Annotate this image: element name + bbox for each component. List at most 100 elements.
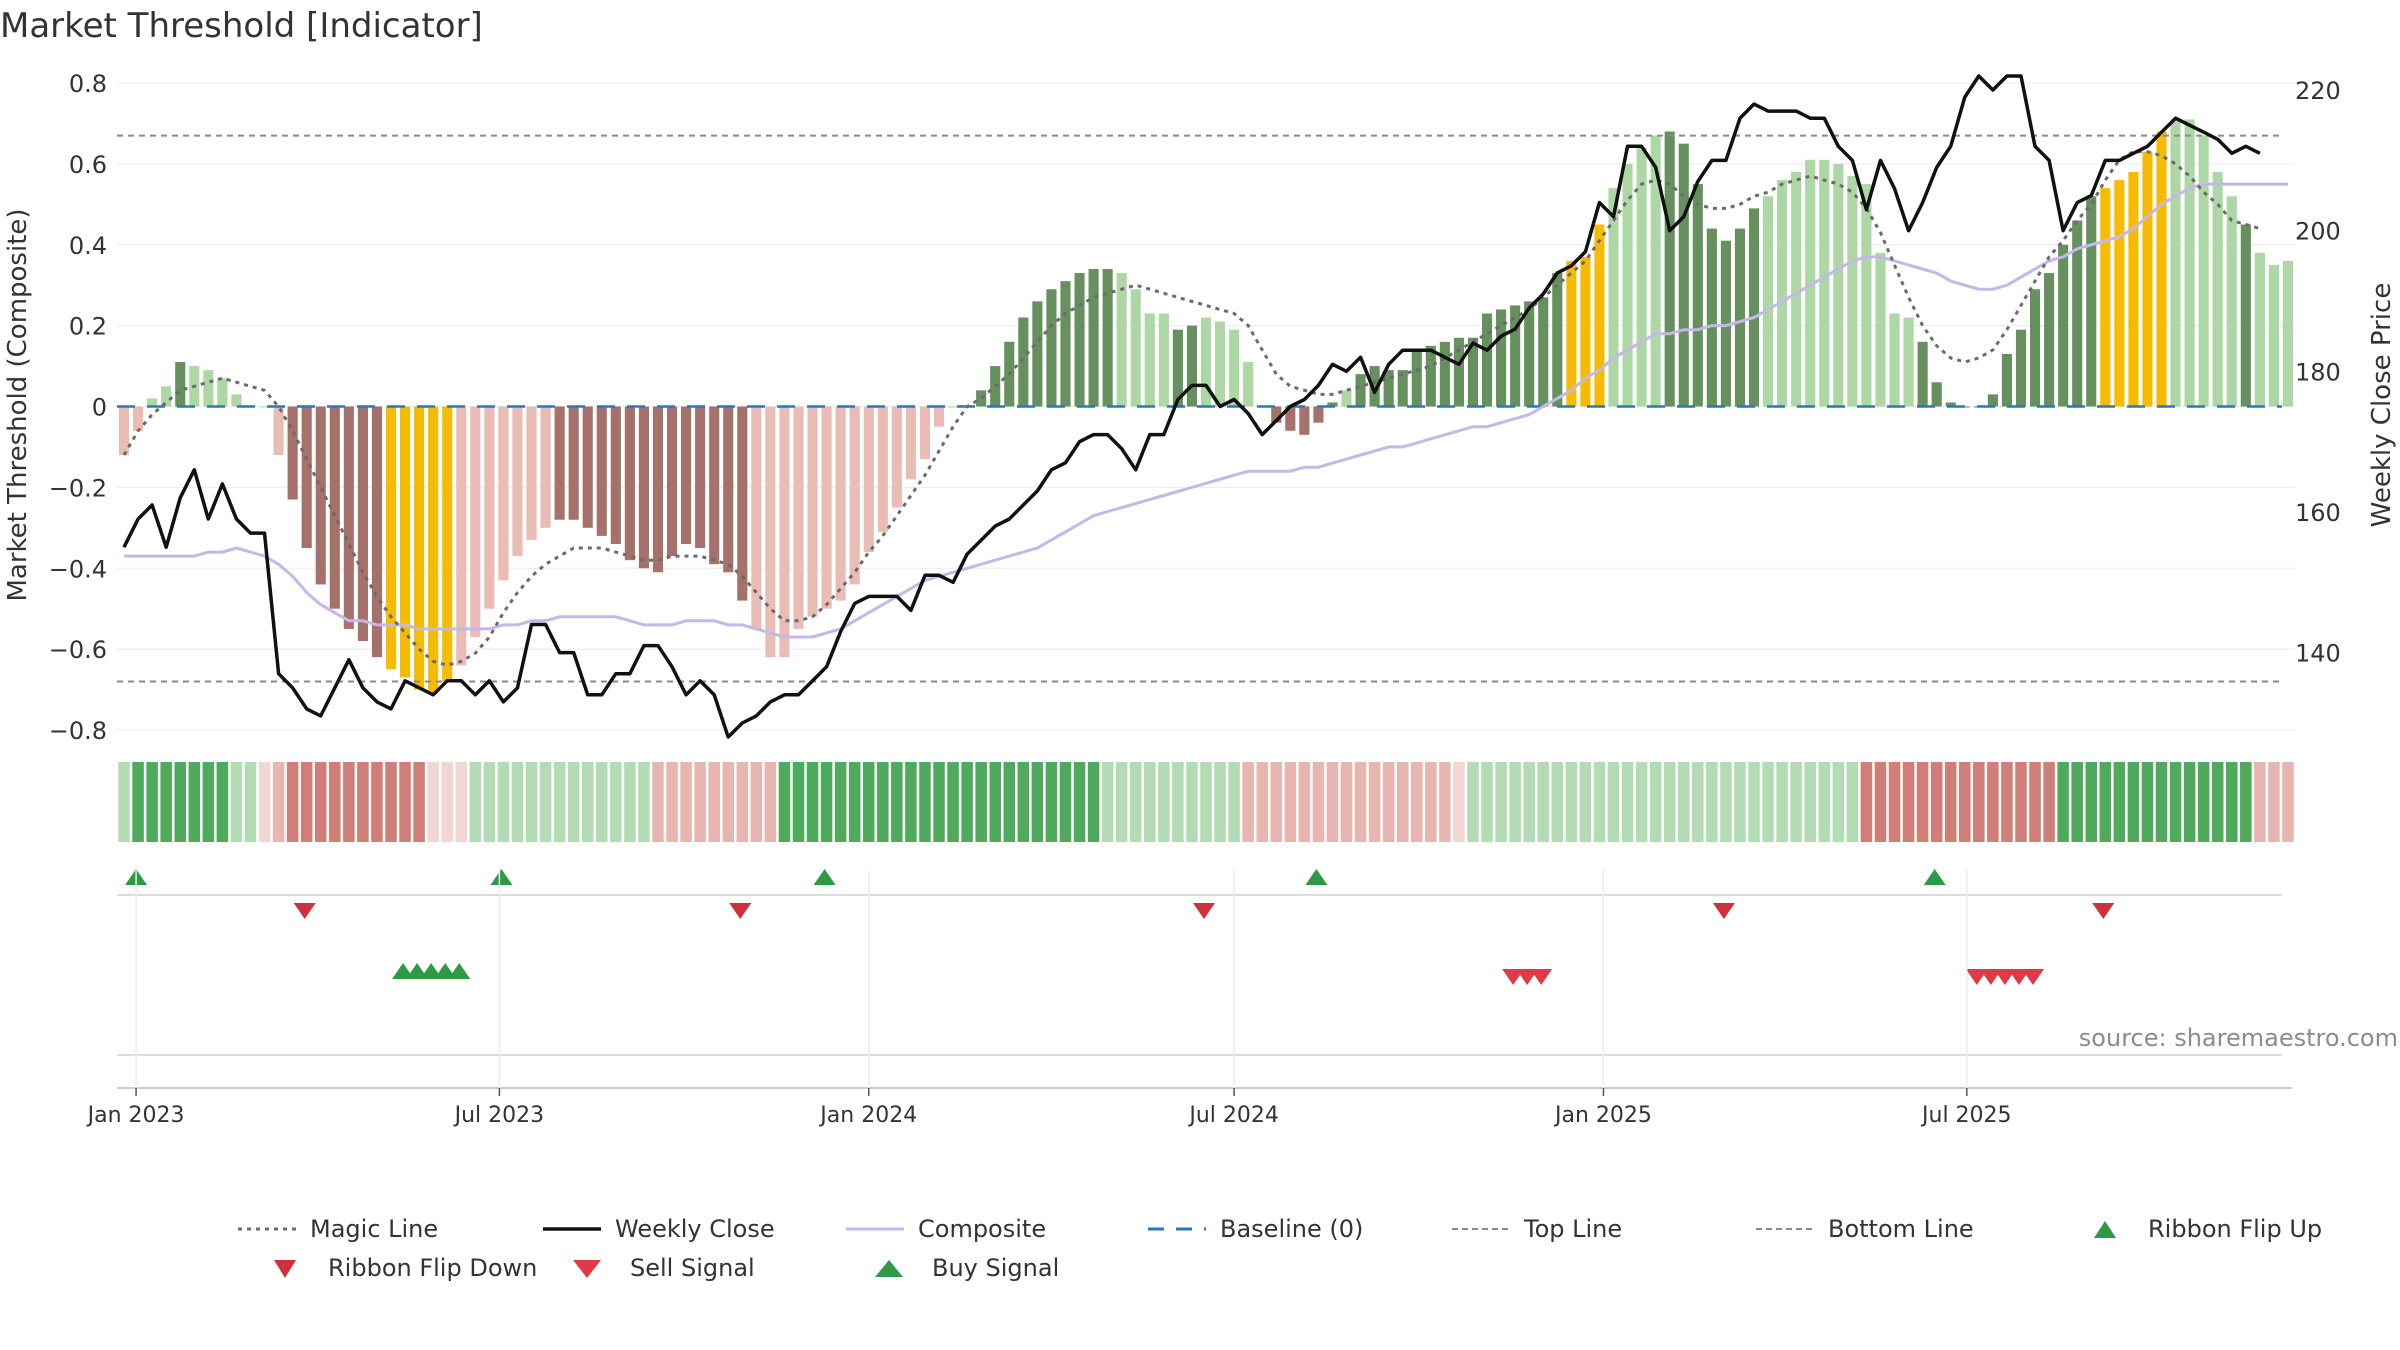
- source-note: source: sharemaestro.com: [2079, 1024, 2398, 1052]
- composite-bar: [1088, 269, 1099, 407]
- buy-signal-marker: [448, 963, 471, 979]
- composite-bar: [512, 406, 523, 557]
- composite-bar: [1510, 305, 1521, 407]
- composite-bar: [273, 406, 284, 456]
- ribbon-cell: [2071, 762, 2083, 842]
- legend-item: Composite: [846, 1215, 1046, 1243]
- ribbon-cell: [1790, 762, 1802, 842]
- composite-line: [124, 182, 2288, 639]
- composite-bar: [1889, 313, 1900, 407]
- composite-bar: [217, 378, 228, 407]
- composite-bar: [849, 406, 860, 585]
- composite-bar: [1200, 317, 1212, 407]
- composite-bar: [723, 406, 734, 573]
- composite-bar: [1819, 159, 1830, 407]
- ribbon-cell: [2085, 762, 2098, 842]
- composite-bar: [1791, 171, 1802, 407]
- ribbon-cell: [2169, 762, 2182, 842]
- composite-bar: [835, 406, 846, 601]
- ribbon-cell: [1003, 762, 1016, 842]
- composite-bar: [624, 406, 635, 561]
- composite-bar: [1552, 273, 1563, 407]
- composite-bar: [1369, 366, 1380, 407]
- legend-item: Magic Line: [238, 1215, 438, 1243]
- ribbon-cell: [399, 762, 411, 842]
- composite-bar: [554, 406, 565, 520]
- ribbon-cell: [539, 762, 552, 842]
- ribbon-cell: [1832, 762, 1845, 842]
- ribbon-cell: [300, 762, 313, 842]
- ribbon-cell: [1172, 762, 1184, 842]
- ribbon-cell: [2001, 762, 2013, 842]
- composite-bar: [751, 406, 762, 629]
- composite-bar: [540, 406, 551, 528]
- buy-signal-marker: [406, 963, 429, 979]
- y2-tick-label: 140: [2295, 640, 2341, 668]
- ribbon-cell: [2240, 762, 2252, 842]
- y-axis-ticks: 0.8 0.6 0.4 0.2 0 −0.2 −0.4 −0.6 −0.8: [49, 70, 107, 745]
- composite-bar: [1032, 301, 1043, 407]
- x-tick-label: Jan 2023: [86, 1103, 185, 1128]
- ribbon-cell: [1663, 762, 1676, 842]
- composite-bar: [1763, 196, 1774, 407]
- sell-signal-marker: [2007, 969, 2030, 985]
- composite-bar: [1467, 337, 1479, 407]
- legend-swatch: [2094, 1221, 2116, 1238]
- composite-bar: [1538, 297, 1549, 407]
- composite-bar: [259, 406, 270, 408]
- ribbon-cell: [1200, 762, 1212, 842]
- ribbon-cell: [1087, 762, 1100, 842]
- composite-bar: [582, 406, 593, 528]
- composite-bar: [1172, 329, 1183, 407]
- composite-bar: [2226, 196, 2237, 407]
- y-tick-label: −0.6: [49, 636, 107, 664]
- ribbon-cell: [581, 762, 594, 842]
- composite-bar: [1186, 325, 1198, 407]
- composite-bar: [863, 406, 874, 553]
- ribbon-cell: [989, 762, 1001, 842]
- sell-signal-marker: [1516, 969, 1539, 985]
- ribbon-cell: [174, 762, 186, 842]
- ribbon-cell: [1186, 762, 1198, 842]
- x-tick-label: Jul 2025: [1920, 1103, 2012, 1128]
- legend-label: Ribbon Flip Up: [2148, 1215, 2322, 1243]
- composite-bar: [1144, 313, 1155, 407]
- ribbon-cell: [863, 762, 875, 842]
- composite-bar: [1650, 135, 1661, 407]
- composite-bar: [821, 406, 832, 609]
- legend-label: Buy Signal: [932, 1254, 1059, 1282]
- ribbon-cell: [2141, 762, 2154, 842]
- legend-swatch: [274, 1260, 296, 1278]
- ribbon-cell: [286, 762, 299, 842]
- composite-bar: [343, 406, 354, 629]
- composite-bar: [399, 406, 411, 678]
- composite-bar: [2114, 180, 2125, 407]
- composite-bar: [1987, 394, 1998, 407]
- ribbon-cell: [1874, 762, 1887, 842]
- composite-bar: [428, 406, 439, 694]
- ribbon-cell: [2183, 762, 2196, 842]
- composite-bar: [2142, 151, 2153, 407]
- ribbon-cell: [722, 762, 735, 842]
- ribbon-cell: [1326, 762, 1339, 842]
- ribbon-cell: [1242, 762, 1254, 842]
- ribbon-cell: [1017, 762, 1030, 842]
- composite-bar: [919, 406, 931, 460]
- composite-bar: [1945, 402, 1956, 407]
- ribbon-cell: [427, 762, 439, 842]
- y2-tick-label: 160: [2295, 499, 2341, 527]
- ribbon-flip-down-marker: [729, 903, 752, 919]
- weekly-close-line: [122, 74, 2261, 739]
- ribbon-cell: [216, 762, 229, 842]
- ribbon-cell: [919, 762, 931, 842]
- y-tick-label: −0.8: [49, 717, 107, 745]
- composite-bar: [638, 406, 649, 569]
- y-tick-label: −0.4: [49, 555, 107, 583]
- y-axis-label: Market Threshold (Composite): [3, 208, 33, 601]
- composite-bar: [1299, 406, 1310, 435]
- ribbon-cell: [877, 762, 889, 842]
- composite-bar: [1566, 260, 1577, 407]
- ribbon-cell: [1214, 762, 1226, 842]
- composite-bars: [118, 119, 2294, 694]
- ribbon-cell: [553, 762, 566, 842]
